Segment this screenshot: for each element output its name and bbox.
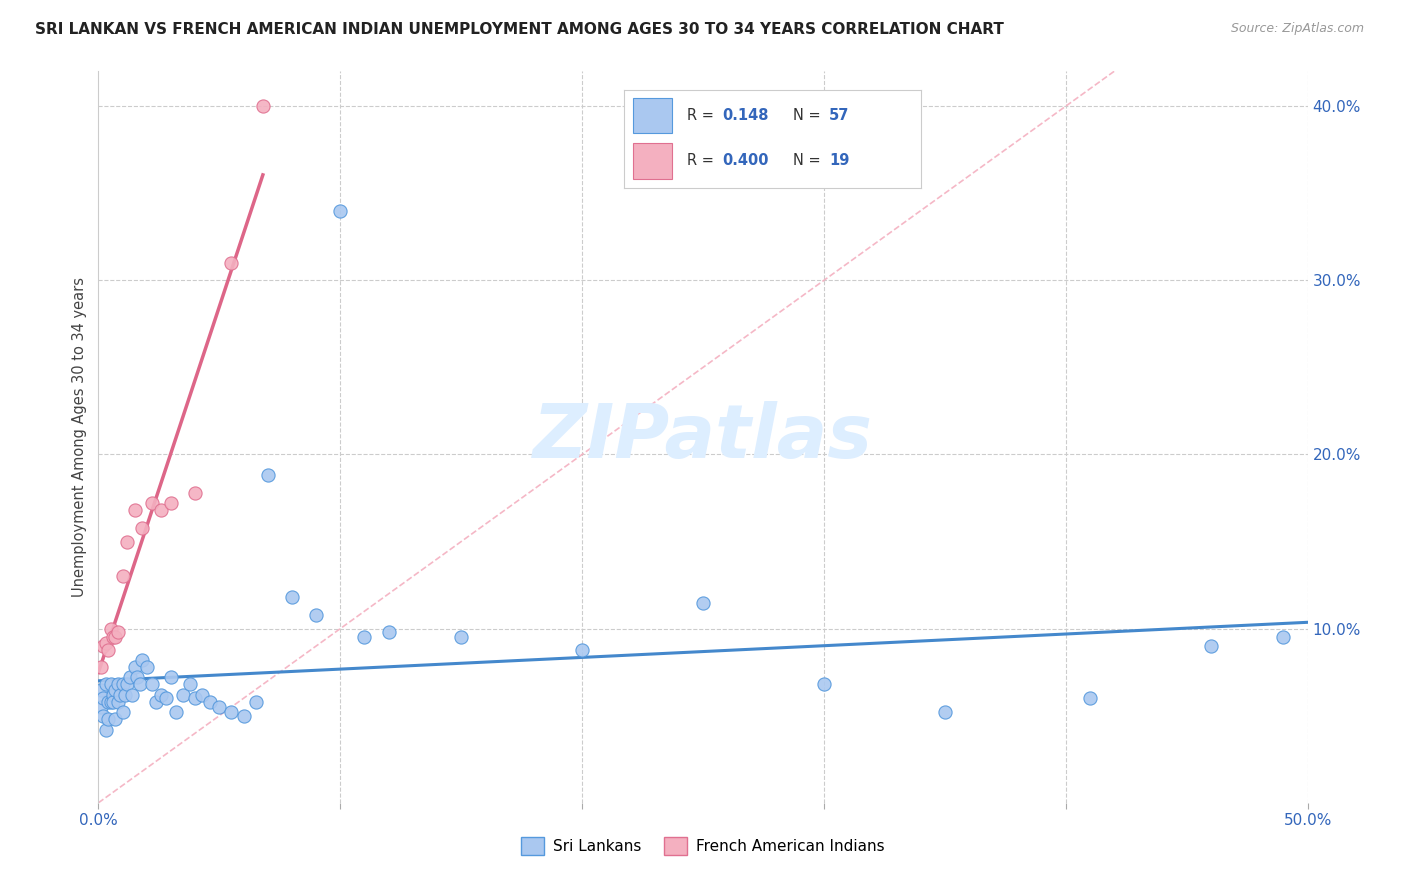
Point (165, 705, 187, 719)
Point (141, 677, 163, 691)
Point (111, 677, 134, 691)
Point (131, 653, 153, 667)
Point (221, 256, 243, 270)
Point (111, 569, 134, 583)
Point (107, 677, 129, 691)
Point (111, 705, 134, 719)
Point (184, 485, 207, 500)
Text: ZIPatlas: ZIPatlas (533, 401, 873, 474)
Point (150, 503, 173, 517)
Point (91, 708, 114, 723)
Point (114, 688, 136, 702)
Point (94, 723, 117, 737)
Point (101, 688, 124, 702)
Point (117, 677, 139, 691)
Point (450, 631, 472, 645)
Y-axis label: Unemployment Among Ages 30 to 34 years: Unemployment Among Ages 30 to 34 years (72, 277, 87, 597)
Point (100, 622, 122, 636)
Point (155, 691, 177, 706)
Point (124, 660, 146, 674)
Text: SRI LANKAN VS FRENCH AMERICAN INDIAN UNEMPLOYMENT AMONG AGES 30 TO 34 YEARS CORR: SRI LANKAN VS FRENCH AMERICAN INDIAN UNE… (35, 22, 1004, 37)
Point (135, 660, 157, 674)
Point (1199, 639, 1222, 653)
Point (198, 695, 221, 709)
Point (101, 631, 124, 645)
Point (232, 708, 254, 723)
Point (100, 677, 122, 691)
Point (128, 677, 150, 691)
Point (179, 677, 201, 691)
Point (571, 642, 593, 657)
Point (305, 607, 328, 622)
Point (90, 682, 112, 697)
Point (97, 695, 120, 709)
Point (150, 688, 173, 702)
Point (191, 688, 214, 702)
Point (118, 670, 141, 684)
Point (121, 688, 143, 702)
Point (1272, 631, 1295, 645)
Point (131, 521, 153, 535)
Point (245, 695, 267, 709)
Text: Source: ZipAtlas.com: Source: ZipAtlas.com (1230, 22, 1364, 36)
Point (94, 677, 117, 691)
Point (172, 688, 194, 702)
Point (100, 695, 122, 709)
Point (813, 677, 835, 691)
Point (107, 695, 129, 709)
Point (934, 705, 956, 719)
Point (127, 670, 149, 684)
Point (117, 534, 139, 549)
Point (104, 682, 127, 697)
Point (252, 99, 274, 113)
Point (160, 670, 183, 684)
Legend: Sri Lankans, French American Indians: Sri Lankans, French American Indians (515, 831, 891, 861)
Point (1078, 691, 1101, 706)
Point (104, 631, 127, 645)
Point (108, 688, 131, 702)
Point (256, 468, 278, 483)
Point (104, 712, 127, 726)
Point (124, 503, 146, 517)
Point (145, 695, 167, 709)
Point (160, 496, 183, 510)
Point (329, 203, 352, 218)
Point (97, 712, 120, 726)
Point (353, 631, 375, 645)
Point (101, 695, 124, 709)
Point (90, 700, 112, 714)
Point (208, 700, 231, 714)
Point (281, 591, 304, 605)
Point (91, 639, 114, 653)
Point (221, 705, 243, 719)
Point (107, 625, 129, 640)
Point (90, 660, 112, 674)
Point (184, 691, 207, 706)
Point (91, 691, 114, 706)
Point (141, 496, 163, 510)
Point (97, 642, 120, 657)
Point (377, 625, 399, 640)
Point (692, 595, 714, 609)
Point (94, 635, 117, 649)
